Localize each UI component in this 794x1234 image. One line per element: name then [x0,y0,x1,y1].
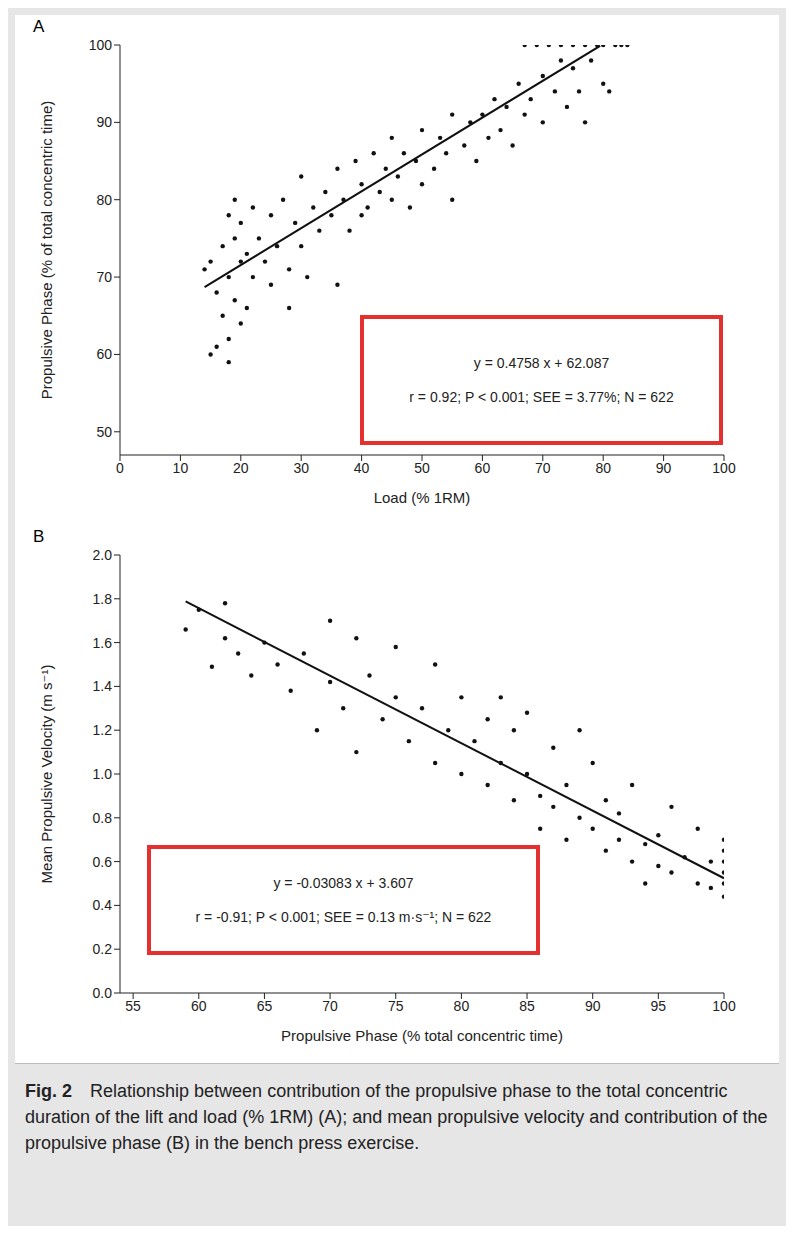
svg-text:1.6: 1.6 [93,635,113,651]
svg-text:65: 65 [257,998,273,1014]
svg-text:1.0: 1.0 [93,766,113,782]
svg-text:Propulsive Phase (% of total c: Propulsive Phase (% of total concentric … [38,101,55,399]
svg-text:70: 70 [96,269,112,285]
svg-text:Load (% 1RM): Load (% 1RM) [374,489,471,506]
svg-text:0: 0 [116,460,124,476]
svg-text:1.8: 1.8 [93,591,113,607]
svg-text:Mean Propulsive Velocity (m s⁻: Mean Propulsive Velocity (m s⁻¹) [38,665,55,884]
svg-text:0.6: 0.6 [93,854,113,870]
svg-text:100: 100 [712,460,736,476]
svg-text:0.8: 0.8 [93,810,113,826]
svg-text:1.2: 1.2 [93,722,113,738]
svg-text:30: 30 [293,460,309,476]
svg-text:80: 80 [454,998,470,1014]
svg-text:1.4: 1.4 [93,678,113,694]
svg-text:55: 55 [125,998,141,1014]
svg-text:75: 75 [388,998,404,1014]
svg-text:0.2: 0.2 [93,941,113,957]
html-text:A: A [33,17,45,36]
svg-text:70: 70 [322,998,338,1014]
svg-text:60: 60 [96,346,112,362]
html-text:Relationship between contribut: Relationship between contribution of the… [25,1081,768,1154]
svg-text:60: 60 [475,460,491,476]
svg-text:80: 80 [96,192,112,208]
svg-text:70: 70 [535,460,551,476]
svg-text:0.0: 0.0 [93,985,113,1001]
svg-text:10: 10 [173,460,189,476]
svg-text:90: 90 [656,460,672,476]
svg-text:90: 90 [585,998,601,1014]
html-text:r = 0.92; P < 0.001; SEE = 3.7: r = 0.92; P < 0.001; SEE = 3.77%; N = 62… [409,389,674,405]
svg-text:50: 50 [414,460,430,476]
svg-text:100: 100 [89,37,113,53]
html-text:r = -0.91; P < 0.001; SEE = 0.: r = -0.91; P < 0.001; SEE = 0.13 m·s⁻¹; … [195,909,492,925]
svg-text:80: 80 [595,460,611,476]
html-text:y = -0.03083 x + 3.607: y = -0.03083 x + 3.607 [273,875,414,891]
svg-text:85: 85 [519,998,535,1014]
html-text:B: B [33,527,45,546]
svg-text:20: 20 [233,460,249,476]
svg-text:90: 90 [96,114,112,130]
svg-text:0.4: 0.4 [93,897,113,913]
html-text:Fig. 2: Fig. 2 [25,1081,72,1101]
svg-text:Propulsive Phase (% total conc: Propulsive Phase (% total concentric tim… [281,1027,563,1044]
svg-text:60: 60 [191,998,207,1014]
svg-text:2.0: 2.0 [93,547,113,563]
html-text:y = 0.4758 x + 62.087: y = 0.4758 x + 62.087 [473,355,610,371]
svg-text:40: 40 [354,460,370,476]
svg-text:100: 100 [712,998,736,1014]
svg-text:50: 50 [96,424,112,440]
svg-text:95: 95 [651,998,667,1014]
